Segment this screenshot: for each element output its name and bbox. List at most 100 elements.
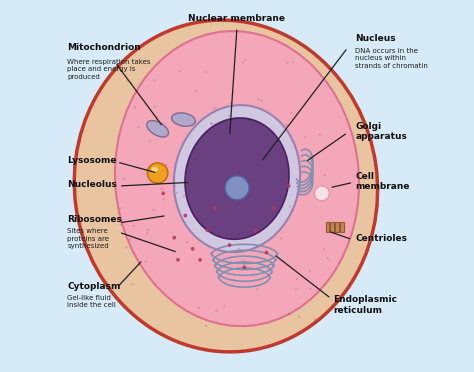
Ellipse shape (319, 134, 321, 136)
Ellipse shape (258, 194, 261, 196)
Ellipse shape (251, 179, 254, 181)
Ellipse shape (285, 124, 288, 126)
Ellipse shape (163, 198, 165, 201)
Text: Cytoplasm: Cytoplasm (67, 282, 120, 291)
Ellipse shape (261, 100, 263, 102)
Text: Endoplasmic
reticulum: Endoplasmic reticulum (333, 295, 397, 315)
Ellipse shape (146, 232, 148, 234)
Ellipse shape (291, 112, 293, 114)
Text: Sites where
proteins are
synthesized: Sites where proteins are synthesized (67, 228, 109, 250)
Ellipse shape (324, 174, 326, 176)
Text: Nuclear membrane: Nuclear membrane (189, 13, 285, 22)
Ellipse shape (182, 195, 185, 198)
Ellipse shape (161, 192, 165, 195)
Ellipse shape (134, 106, 136, 109)
Text: Golgi
apparatus: Golgi apparatus (355, 122, 407, 141)
Ellipse shape (242, 61, 244, 64)
Ellipse shape (327, 257, 329, 260)
Ellipse shape (280, 237, 282, 239)
Ellipse shape (174, 105, 300, 252)
Ellipse shape (156, 117, 158, 119)
Ellipse shape (287, 184, 291, 188)
Ellipse shape (206, 228, 210, 232)
Ellipse shape (131, 283, 133, 285)
Ellipse shape (151, 167, 158, 172)
Ellipse shape (172, 113, 195, 126)
Ellipse shape (264, 205, 266, 208)
Ellipse shape (137, 126, 139, 128)
Ellipse shape (173, 236, 176, 240)
Ellipse shape (296, 278, 298, 280)
FancyBboxPatch shape (326, 222, 329, 232)
Ellipse shape (176, 258, 180, 262)
Ellipse shape (232, 155, 234, 157)
Text: Ribosomes: Ribosomes (67, 215, 122, 224)
Ellipse shape (228, 115, 230, 117)
Ellipse shape (153, 79, 155, 81)
Ellipse shape (123, 178, 125, 180)
Ellipse shape (225, 176, 249, 200)
Ellipse shape (244, 121, 246, 123)
Ellipse shape (198, 307, 200, 309)
Ellipse shape (304, 136, 307, 138)
Ellipse shape (243, 259, 245, 262)
Ellipse shape (125, 246, 128, 248)
Ellipse shape (147, 163, 168, 183)
Text: Cell
membrane: Cell membrane (355, 171, 410, 191)
Ellipse shape (119, 224, 122, 226)
Ellipse shape (210, 122, 212, 124)
Ellipse shape (274, 189, 276, 191)
Ellipse shape (215, 310, 218, 312)
Ellipse shape (212, 108, 214, 110)
Ellipse shape (272, 206, 276, 210)
Ellipse shape (132, 225, 135, 227)
Ellipse shape (178, 70, 181, 72)
Ellipse shape (244, 58, 246, 61)
Ellipse shape (215, 107, 217, 109)
Ellipse shape (191, 247, 194, 251)
FancyBboxPatch shape (335, 222, 339, 232)
Ellipse shape (288, 312, 290, 315)
Text: Mitochondrion: Mitochondrion (67, 43, 141, 52)
Ellipse shape (149, 140, 151, 142)
Ellipse shape (119, 207, 121, 209)
Ellipse shape (223, 305, 226, 307)
Text: DNA occurs in the
nucleus within
strands of chromatin: DNA occurs in the nucleus within strands… (355, 48, 428, 68)
Ellipse shape (165, 164, 167, 166)
Ellipse shape (286, 62, 288, 64)
Ellipse shape (213, 206, 217, 210)
Ellipse shape (185, 118, 289, 239)
Ellipse shape (292, 61, 294, 63)
Ellipse shape (186, 241, 188, 243)
Text: Nucleus: Nucleus (355, 34, 396, 43)
Text: Where respiration takes
place and energy is
produced: Where respiration takes place and energy… (67, 59, 151, 80)
Ellipse shape (258, 99, 260, 101)
Ellipse shape (264, 251, 268, 254)
Ellipse shape (296, 193, 299, 195)
Ellipse shape (146, 229, 149, 231)
Ellipse shape (174, 185, 176, 187)
Ellipse shape (196, 191, 198, 193)
Text: Lysosome: Lysosome (67, 156, 117, 166)
Ellipse shape (214, 124, 217, 126)
Ellipse shape (205, 325, 207, 327)
Ellipse shape (254, 228, 257, 232)
Ellipse shape (314, 318, 316, 320)
Ellipse shape (153, 209, 155, 211)
Ellipse shape (126, 80, 128, 82)
Ellipse shape (298, 316, 301, 318)
Ellipse shape (309, 270, 311, 272)
Ellipse shape (256, 221, 258, 224)
Ellipse shape (176, 192, 178, 194)
Ellipse shape (256, 288, 259, 290)
Ellipse shape (198, 258, 202, 262)
Ellipse shape (161, 187, 163, 190)
Ellipse shape (321, 60, 323, 62)
Ellipse shape (228, 243, 231, 247)
Ellipse shape (129, 238, 131, 241)
Ellipse shape (205, 71, 207, 73)
Ellipse shape (238, 248, 240, 250)
Ellipse shape (315, 186, 329, 201)
Ellipse shape (289, 205, 291, 208)
Ellipse shape (210, 124, 213, 126)
